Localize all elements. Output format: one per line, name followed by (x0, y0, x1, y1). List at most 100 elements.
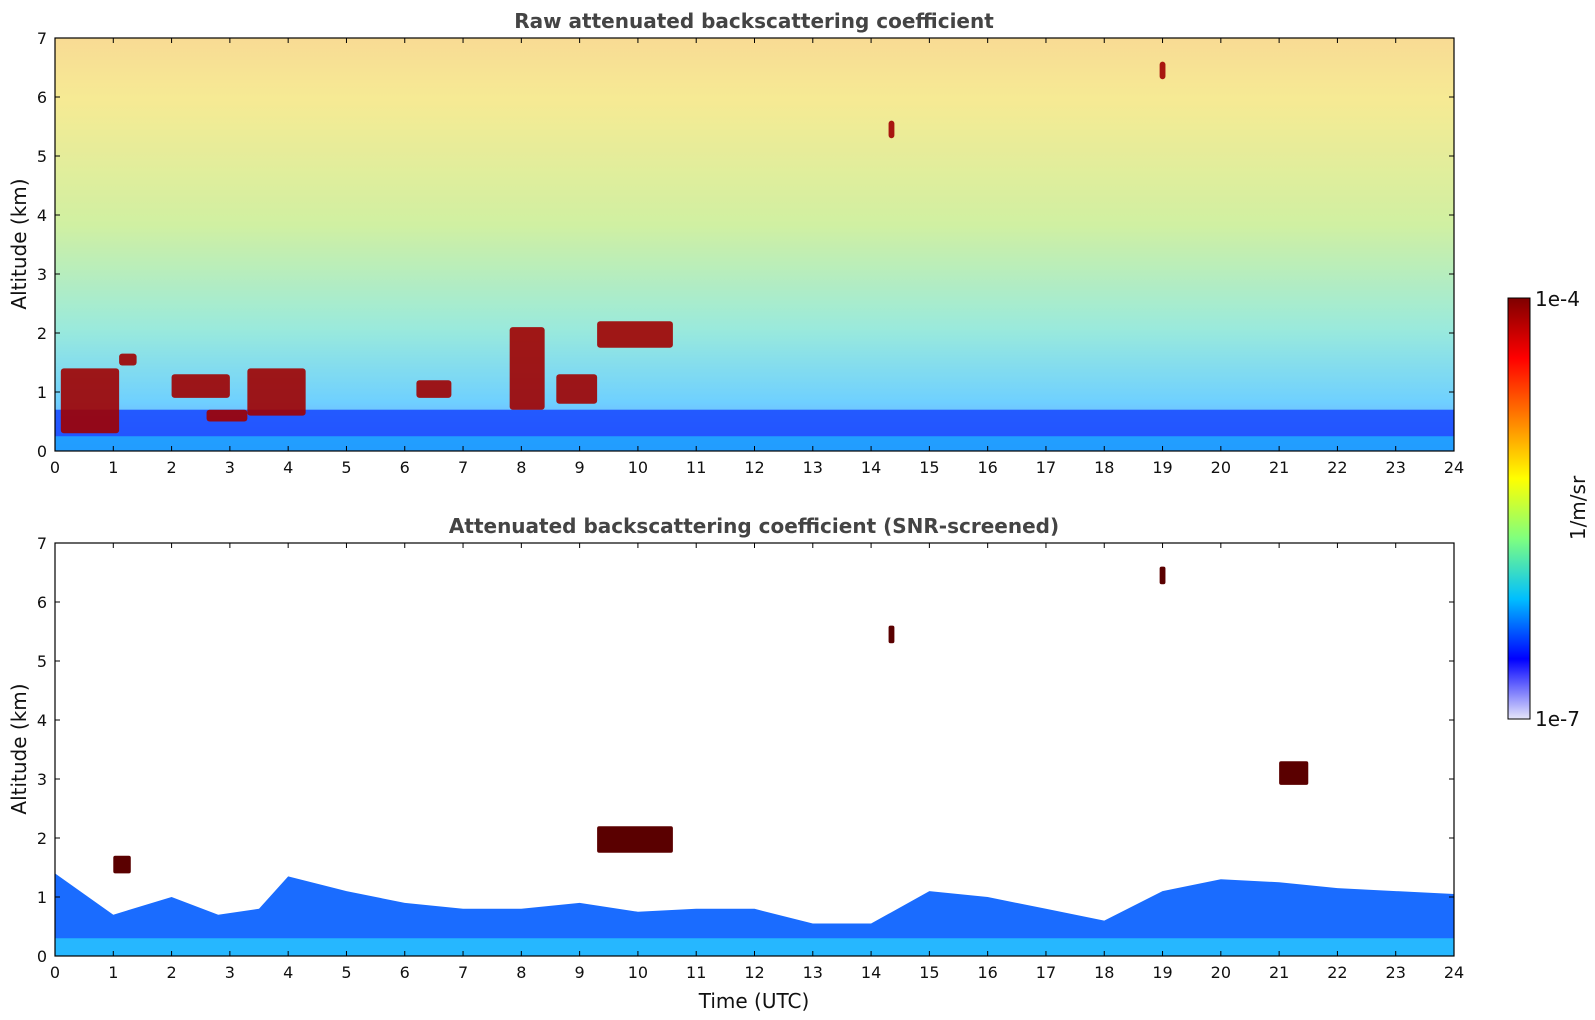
cloud-feature (1159, 61, 1166, 80)
chart-title: Raw attenuated backscattering coefficien… (514, 9, 994, 33)
x-tick-label: 24 (1444, 963, 1464, 982)
y-tick-label: 7 (37, 29, 47, 48)
x-tick-label: 11 (686, 963, 706, 982)
x-tick-label: 23 (1386, 458, 1406, 477)
x-tick-label: 18 (1094, 963, 1114, 982)
y-axis-ticks: 0 1 2 3 4 5 6 7 (37, 534, 1454, 966)
x-tick-label: 2 (166, 963, 176, 982)
y-tick-label: 5 (37, 147, 47, 166)
y-tick-label: 2 (37, 829, 47, 848)
x-tick-label: 21 (1269, 963, 1289, 982)
x-tick-label: 5 (341, 963, 351, 982)
x-tick-label: 10 (628, 963, 648, 982)
y-tick-label: 0 (37, 442, 47, 461)
x-tick-label: 12 (744, 458, 764, 477)
x-tick-label: 3 (225, 963, 235, 982)
cloud-feature (556, 374, 598, 404)
x-tick-label: 10 (628, 458, 648, 477)
x-tick-label: 0 (50, 458, 60, 477)
y-tick-label: 6 (37, 88, 47, 107)
chart-title: Attenuated backscattering coefficient (S… (449, 514, 1059, 538)
y-axis-label: Altitude (km) (7, 178, 31, 309)
panel-screened: Attenuated backscattering coefficient (S… (7, 514, 1464, 1013)
y-tick-label: 6 (37, 593, 47, 612)
x-tick-label: 16 (977, 458, 997, 477)
y-tick-label: 4 (37, 711, 47, 730)
cloud-feature (1279, 761, 1309, 785)
x-tick-label: 16 (977, 963, 997, 982)
heatmap-raw (55, 38, 1454, 451)
x-tick-label: 6 (400, 458, 410, 477)
y-tick-label: 2 (37, 324, 47, 343)
x-tick-label: 7 (458, 458, 468, 477)
x-tick-label: 22 (1327, 963, 1347, 982)
heatmap-screened (55, 543, 1454, 956)
colorbar: 1e-4 1e-7 1/m/sr (1507, 287, 1590, 731)
colorbar-gradient (1507, 297, 1531, 720)
x-tick-label: 19 (1152, 458, 1172, 477)
x-tick-label: 5 (341, 458, 351, 477)
x-tick-label: 20 (1211, 963, 1231, 982)
x-tick-label: 4 (283, 963, 293, 982)
colorbar-min-label: 1e-7 (1535, 707, 1580, 731)
x-tick-label: 14 (861, 963, 881, 982)
x-axis-ticks: 0 1 2 3 4 5 6 7 8 9 10 11 12 13 14 15 16 17 18 19 20 21 22 23 24 (50, 38, 1464, 477)
cloud-feature (119, 353, 137, 366)
y-axis-label: Altitude (km) (7, 683, 31, 814)
x-axis-label: Time (UTC) (698, 989, 810, 1013)
x-tick-label: 13 (803, 458, 823, 477)
y-tick-label: 7 (37, 534, 47, 553)
x-tick-label: 24 (1444, 458, 1464, 477)
y-tick-label: 1 (37, 888, 47, 907)
x-tick-label: 2 (166, 458, 176, 477)
screened-aerosol-layer (55, 873, 1454, 956)
x-tick-label: 17 (1036, 963, 1056, 982)
cloud-feature (597, 826, 673, 853)
x-tick-label: 21 (1269, 458, 1289, 477)
y-axis-ticks: 0 1 2 3 4 5 6 7 (37, 29, 1454, 461)
x-tick-label: 8 (516, 963, 526, 982)
x-tick-label: 22 (1327, 458, 1347, 477)
x-tick-label: 3 (225, 458, 235, 477)
x-tick-label: 1 (108, 458, 118, 477)
cloud-feature (247, 368, 306, 416)
cloud-feature (597, 321, 673, 348)
cloud-feature (113, 855, 131, 874)
x-tick-label: 12 (744, 963, 764, 982)
x-tick-label: 14 (861, 458, 881, 477)
x-tick-label: 19 (1152, 963, 1172, 982)
cloud-feature (206, 409, 248, 422)
x-tick-label: 4 (283, 458, 293, 477)
x-tick-label: 9 (575, 963, 585, 982)
cloud-feature (1159, 566, 1166, 585)
y-tick-label: 5 (37, 652, 47, 671)
x-tick-label: 18 (1094, 458, 1114, 477)
cloud-feature (171, 374, 230, 398)
colorbar-max-label: 1e-4 (1535, 287, 1580, 311)
x-tick-label: 20 (1211, 458, 1231, 477)
x-tick-label: 15 (919, 963, 939, 982)
x-tick-label: 23 (1386, 963, 1406, 982)
x-tick-label: 6 (400, 963, 410, 982)
x-tick-label: 0 (50, 963, 60, 982)
x-tick-label: 9 (575, 458, 585, 477)
cloud-feature (416, 380, 452, 398)
x-tick-label: 17 (1036, 458, 1056, 477)
x-axis-ticks: 0 1 2 3 4 5 6 7 8 9 10 11 12 13 14 15 16 17 18 19 20 21 22 23 24 (50, 543, 1464, 982)
cloud-feature (509, 327, 545, 410)
panel-raw: Raw attenuated backscattering coefficien… (7, 9, 1464, 477)
y-tick-label: 0 (37, 947, 47, 966)
cloud-feature (888, 625, 895, 644)
x-tick-label: 8 (516, 458, 526, 477)
cloud-feature (888, 120, 895, 139)
y-tick-label: 4 (37, 206, 47, 225)
y-tick-label: 3 (37, 265, 47, 284)
x-tick-label: 1 (108, 963, 118, 982)
x-tick-label: 15 (919, 458, 939, 477)
x-tick-label: 7 (458, 963, 468, 982)
x-tick-label: 13 (803, 963, 823, 982)
y-tick-label: 3 (37, 770, 47, 789)
x-tick-label: 11 (686, 458, 706, 477)
cloud-feature (60, 368, 120, 434)
